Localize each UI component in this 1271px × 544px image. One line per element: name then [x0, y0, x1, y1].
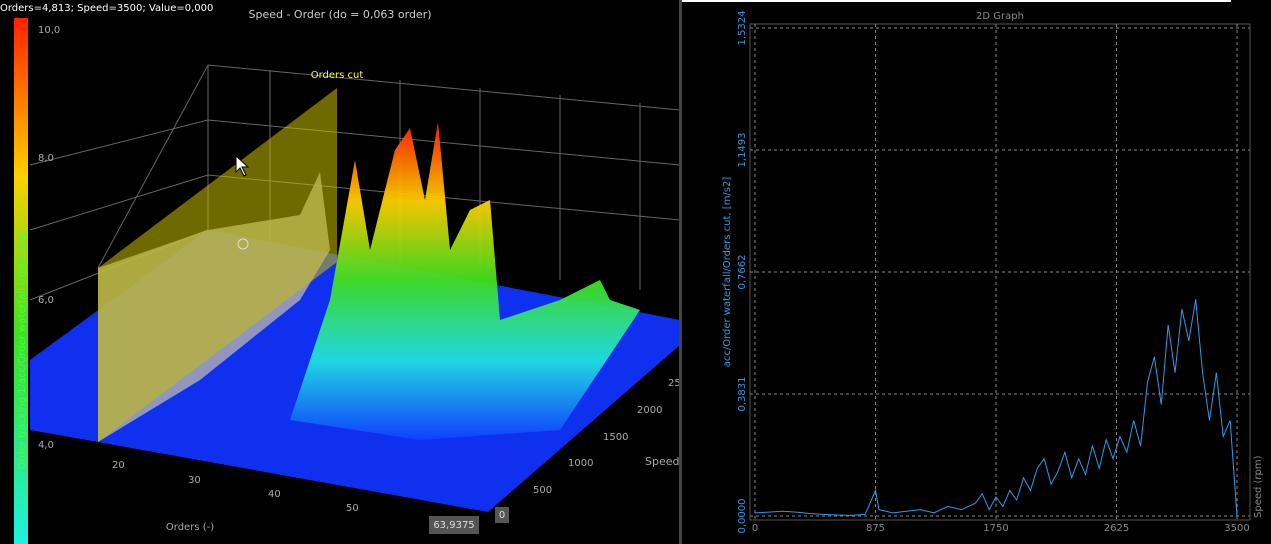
orders-tick: 40 — [268, 489, 281, 500]
x-tick-label: 1750 — [983, 523, 1008, 534]
speed-tick: 2000 — [637, 405, 662, 416]
speed-tick: 1500 — [603, 432, 628, 443]
splitter — [679, 0, 682, 544]
speed-tick: 1000 — [568, 458, 593, 469]
y-tick-label: 0,0000 — [737, 499, 748, 534]
y-tick-label: 0,3831 — [737, 377, 748, 412]
data-line — [754, 299, 1238, 517]
y-tick-label: 1,1493 — [737, 133, 748, 168]
orders-tick: 20 — [112, 460, 125, 471]
speed-label: Speed — [645, 455, 679, 468]
cut-plane — [98, 88, 337, 442]
colorbar-label: Order tracking 1/acc/Order waterfall (m/… — [17, 230, 28, 469]
y-tick-label: 0,7662 — [737, 255, 748, 290]
colorbar-tick: 6,0 — [38, 295, 54, 306]
colorbar-tick: 8,0 — [38, 153, 54, 164]
surface-peaks — [290, 122, 640, 440]
y-axis-label: acc/Order waterfall/Orders cut, [m/s2] — [722, 177, 733, 368]
graph-panel — [682, 2, 1271, 544]
orders-cursor: 63,9375 — [433, 520, 474, 531]
x-tick-label: 0 — [752, 523, 758, 534]
speed-tick: 25 — [668, 378, 681, 389]
colorbar-tick: 10,0 — [38, 25, 60, 36]
x-tick-label: 3500 — [1224, 523, 1249, 534]
orders-tick: 30 — [188, 475, 201, 486]
x-tick-label: 2625 — [1104, 523, 1129, 534]
speed-cursor-box — [495, 507, 509, 523]
orders-cursor-box — [429, 516, 479, 534]
speed-tick: 500 — [533, 485, 552, 496]
colorbar — [14, 18, 28, 544]
graph-title: 2D Graph — [976, 11, 1024, 22]
orders-label: Orders (-) — [166, 522, 214, 533]
status-text: Orders=4,813; Speed=3500; Value=0,000 — [0, 3, 213, 14]
x-tick-label: 875 — [866, 523, 885, 534]
waterfall-title: Speed - Order (do = 0,063 order) — [248, 8, 431, 21]
speed-cursor: 0 — [499, 510, 505, 521]
top-strip — [682, 0, 1231, 2]
cut-label: Orders cut — [311, 70, 364, 81]
orders-tick: 50 — [346, 503, 359, 514]
mouse-pointer — [235, 154, 250, 177]
colorbar-tick: 4,0 — [38, 440, 54, 451]
y-tick-label: 1,5324 — [737, 11, 748, 46]
cursor-marker — [237, 238, 249, 250]
x-axis-label: Speed (rpm) — [1253, 455, 1264, 518]
